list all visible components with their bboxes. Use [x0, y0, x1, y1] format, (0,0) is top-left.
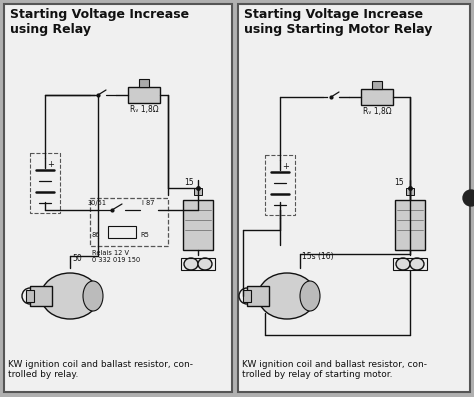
Text: 15: 15 [394, 178, 404, 187]
Text: KW ignition coil and ballast resistor, con-
trolled by relay.: KW ignition coil and ballast resistor, c… [8, 360, 193, 380]
Text: KW ignition coil and ballast resistor, con-
trolled by relay of starting motor.: KW ignition coil and ballast resistor, c… [242, 360, 427, 380]
Text: +: + [282, 162, 289, 171]
Bar [395, 200, 425, 250]
Text: 30/51: 30/51 [88, 200, 107, 206]
Bar [26, 290, 34, 302]
Text: Rᵥ 1,8Ω: Rᵥ 1,8Ω [363, 107, 392, 116]
Bar [361, 89, 393, 105]
Circle shape [463, 190, 474, 206]
Ellipse shape [83, 281, 103, 311]
Bar [372, 81, 382, 89]
Bar [30, 286, 52, 306]
Bar [139, 79, 149, 87]
Text: 50: 50 [72, 254, 82, 263]
Bar [406, 188, 414, 195]
Bar [108, 226, 136, 238]
Text: 15: 15 [184, 178, 193, 187]
Text: I 87: I 87 [142, 200, 155, 206]
Bar [90, 198, 168, 246]
Ellipse shape [258, 273, 316, 319]
Bar [4, 4, 232, 392]
Bar [128, 87, 160, 103]
Text: Starting Voltage Increase
using Starting Motor Relay: Starting Voltage Increase using Starting… [244, 8, 432, 36]
Text: R5: R5 [140, 232, 149, 238]
Bar [194, 188, 202, 195]
Bar [238, 4, 470, 392]
Ellipse shape [300, 281, 320, 311]
Text: Rᵥ 1,8Ω: Rᵥ 1,8Ω [130, 105, 159, 114]
Bar [247, 286, 269, 306]
Text: Starting Voltage Increase
using Relay: Starting Voltage Increase using Relay [10, 8, 189, 36]
Ellipse shape [396, 258, 410, 270]
Bar [243, 290, 251, 302]
Ellipse shape [410, 258, 424, 270]
Text: 86: 86 [92, 232, 100, 238]
Ellipse shape [41, 273, 99, 319]
Bar [393, 258, 427, 270]
Bar [183, 200, 213, 250]
Text: +: + [47, 160, 54, 169]
Text: 15s (16): 15s (16) [302, 252, 334, 261]
Bar [30, 153, 60, 213]
Ellipse shape [198, 258, 212, 270]
Bar [181, 258, 215, 270]
Bar [265, 155, 295, 215]
Ellipse shape [184, 258, 198, 270]
Text: Relais 12 V
0 332 019 150: Relais 12 V 0 332 019 150 [92, 250, 140, 263]
